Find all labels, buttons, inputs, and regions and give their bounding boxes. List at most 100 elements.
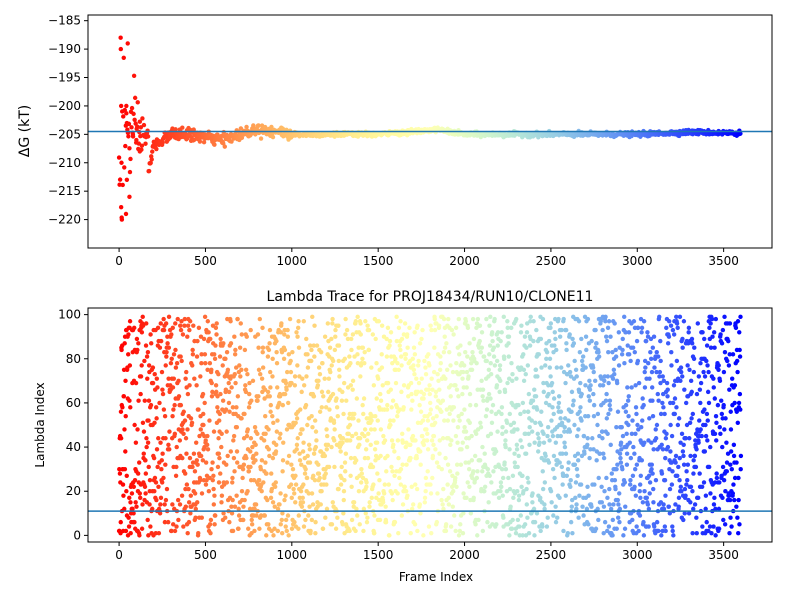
lambda-point [510, 517, 515, 523]
lambda-point [266, 427, 271, 432]
lambda-point [623, 330, 628, 335]
lambda-point [627, 440, 633, 445]
delta-g-point [125, 41, 130, 46]
lambda-point [296, 513, 301, 518]
lambda-point [348, 455, 354, 461]
lambda-point [389, 405, 394, 410]
lambda-point [642, 385, 648, 390]
lambda-point [553, 336, 558, 342]
lambda-point [278, 491, 283, 496]
lambda-point [721, 477, 727, 483]
delta-g-point [136, 141, 141, 146]
lambda-point [649, 369, 655, 375]
lambda-point [538, 528, 543, 534]
lambda-point [309, 491, 315, 496]
lambda-point [148, 332, 153, 337]
lambda-point [503, 444, 508, 450]
lambda-point [683, 493, 688, 498]
lambda-point [282, 391, 288, 397]
lambda-point [523, 451, 529, 456]
lambda-point [380, 500, 386, 505]
lambda-point [728, 449, 734, 454]
lambda-point [661, 506, 667, 512]
lambda-point [595, 506, 600, 512]
lambda-point [453, 528, 458, 534]
lambda-point [564, 341, 569, 346]
lambda-point [707, 524, 713, 529]
lambda-point [390, 469, 395, 474]
lambda-point [686, 325, 692, 331]
lambda-point [212, 352, 217, 357]
lambda-point [408, 530, 413, 536]
lambda-point [713, 533, 718, 538]
lambda-point [622, 480, 628, 485]
lambda-point [557, 460, 562, 465]
lambda-point [632, 451, 637, 456]
x-tick-label: 3500 [708, 254, 739, 268]
lambda-point [234, 405, 239, 410]
lambda-point [618, 455, 623, 461]
lambda-point [373, 413, 378, 419]
lambda-point [309, 347, 314, 353]
lambda-point [216, 436, 221, 441]
lambda-point [331, 420, 337, 425]
lambda-point [642, 358, 648, 364]
lambda-point [376, 319, 382, 324]
lambda-point [137, 533, 142, 538]
lambda-point [709, 316, 715, 322]
lambda-point [298, 431, 303, 437]
lambda-point [352, 411, 357, 417]
lambda-point [677, 314, 683, 320]
lambda-point [337, 367, 342, 373]
lambda-point [164, 349, 169, 355]
lambda-point [272, 504, 277, 509]
lambda-point [139, 330, 145, 335]
lambda-point [212, 522, 217, 527]
lambda-point [234, 425, 240, 430]
lambda-point [502, 460, 507, 465]
x-tick-label: 1500 [363, 548, 394, 562]
lambda-point [556, 400, 562, 406]
lambda-axes-frame [87, 307, 773, 543]
lambda-point [151, 455, 157, 461]
lambda-point [638, 316, 644, 322]
lambda-point [579, 391, 584, 397]
lambda-point [487, 323, 492, 328]
lambda-point [453, 433, 459, 439]
lambda-point [408, 455, 413, 461]
lambda-point [474, 431, 479, 437]
lambda-point [327, 345, 333, 350]
lambda-point [575, 451, 581, 456]
lambda-point [710, 334, 715, 339]
lambda-point [702, 374, 708, 379]
lambda-point [583, 334, 589, 339]
lambda-point [738, 466, 743, 472]
lambda-point [541, 431, 546, 437]
lambda-point [329, 444, 334, 450]
lambda-point [200, 458, 206, 463]
lambda-point [562, 440, 567, 445]
lambda-point [460, 440, 465, 445]
lambda-point [278, 330, 284, 335]
lambda-point [551, 396, 557, 401]
lambda-point [526, 409, 531, 414]
lambda-point [400, 462, 405, 467]
lambda-point [142, 358, 147, 364]
lambda-point [311, 473, 316, 478]
lambda-point [612, 321, 617, 326]
lambda-point [347, 422, 353, 428]
lambda-point [218, 336, 223, 342]
lambda-point [180, 455, 185, 461]
lambda-point [610, 517, 616, 523]
lambda-point [255, 398, 260, 403]
lambda-point [357, 522, 362, 527]
lambda-point [548, 321, 554, 326]
lambda-point [445, 482, 450, 487]
lambda-point [396, 530, 401, 536]
lambda-point [673, 453, 679, 459]
lambda-point [117, 466, 122, 472]
lambda-point [411, 367, 417, 373]
lambda-point [457, 418, 462, 423]
lambda-point [166, 442, 171, 448]
lambda-point [319, 389, 325, 395]
